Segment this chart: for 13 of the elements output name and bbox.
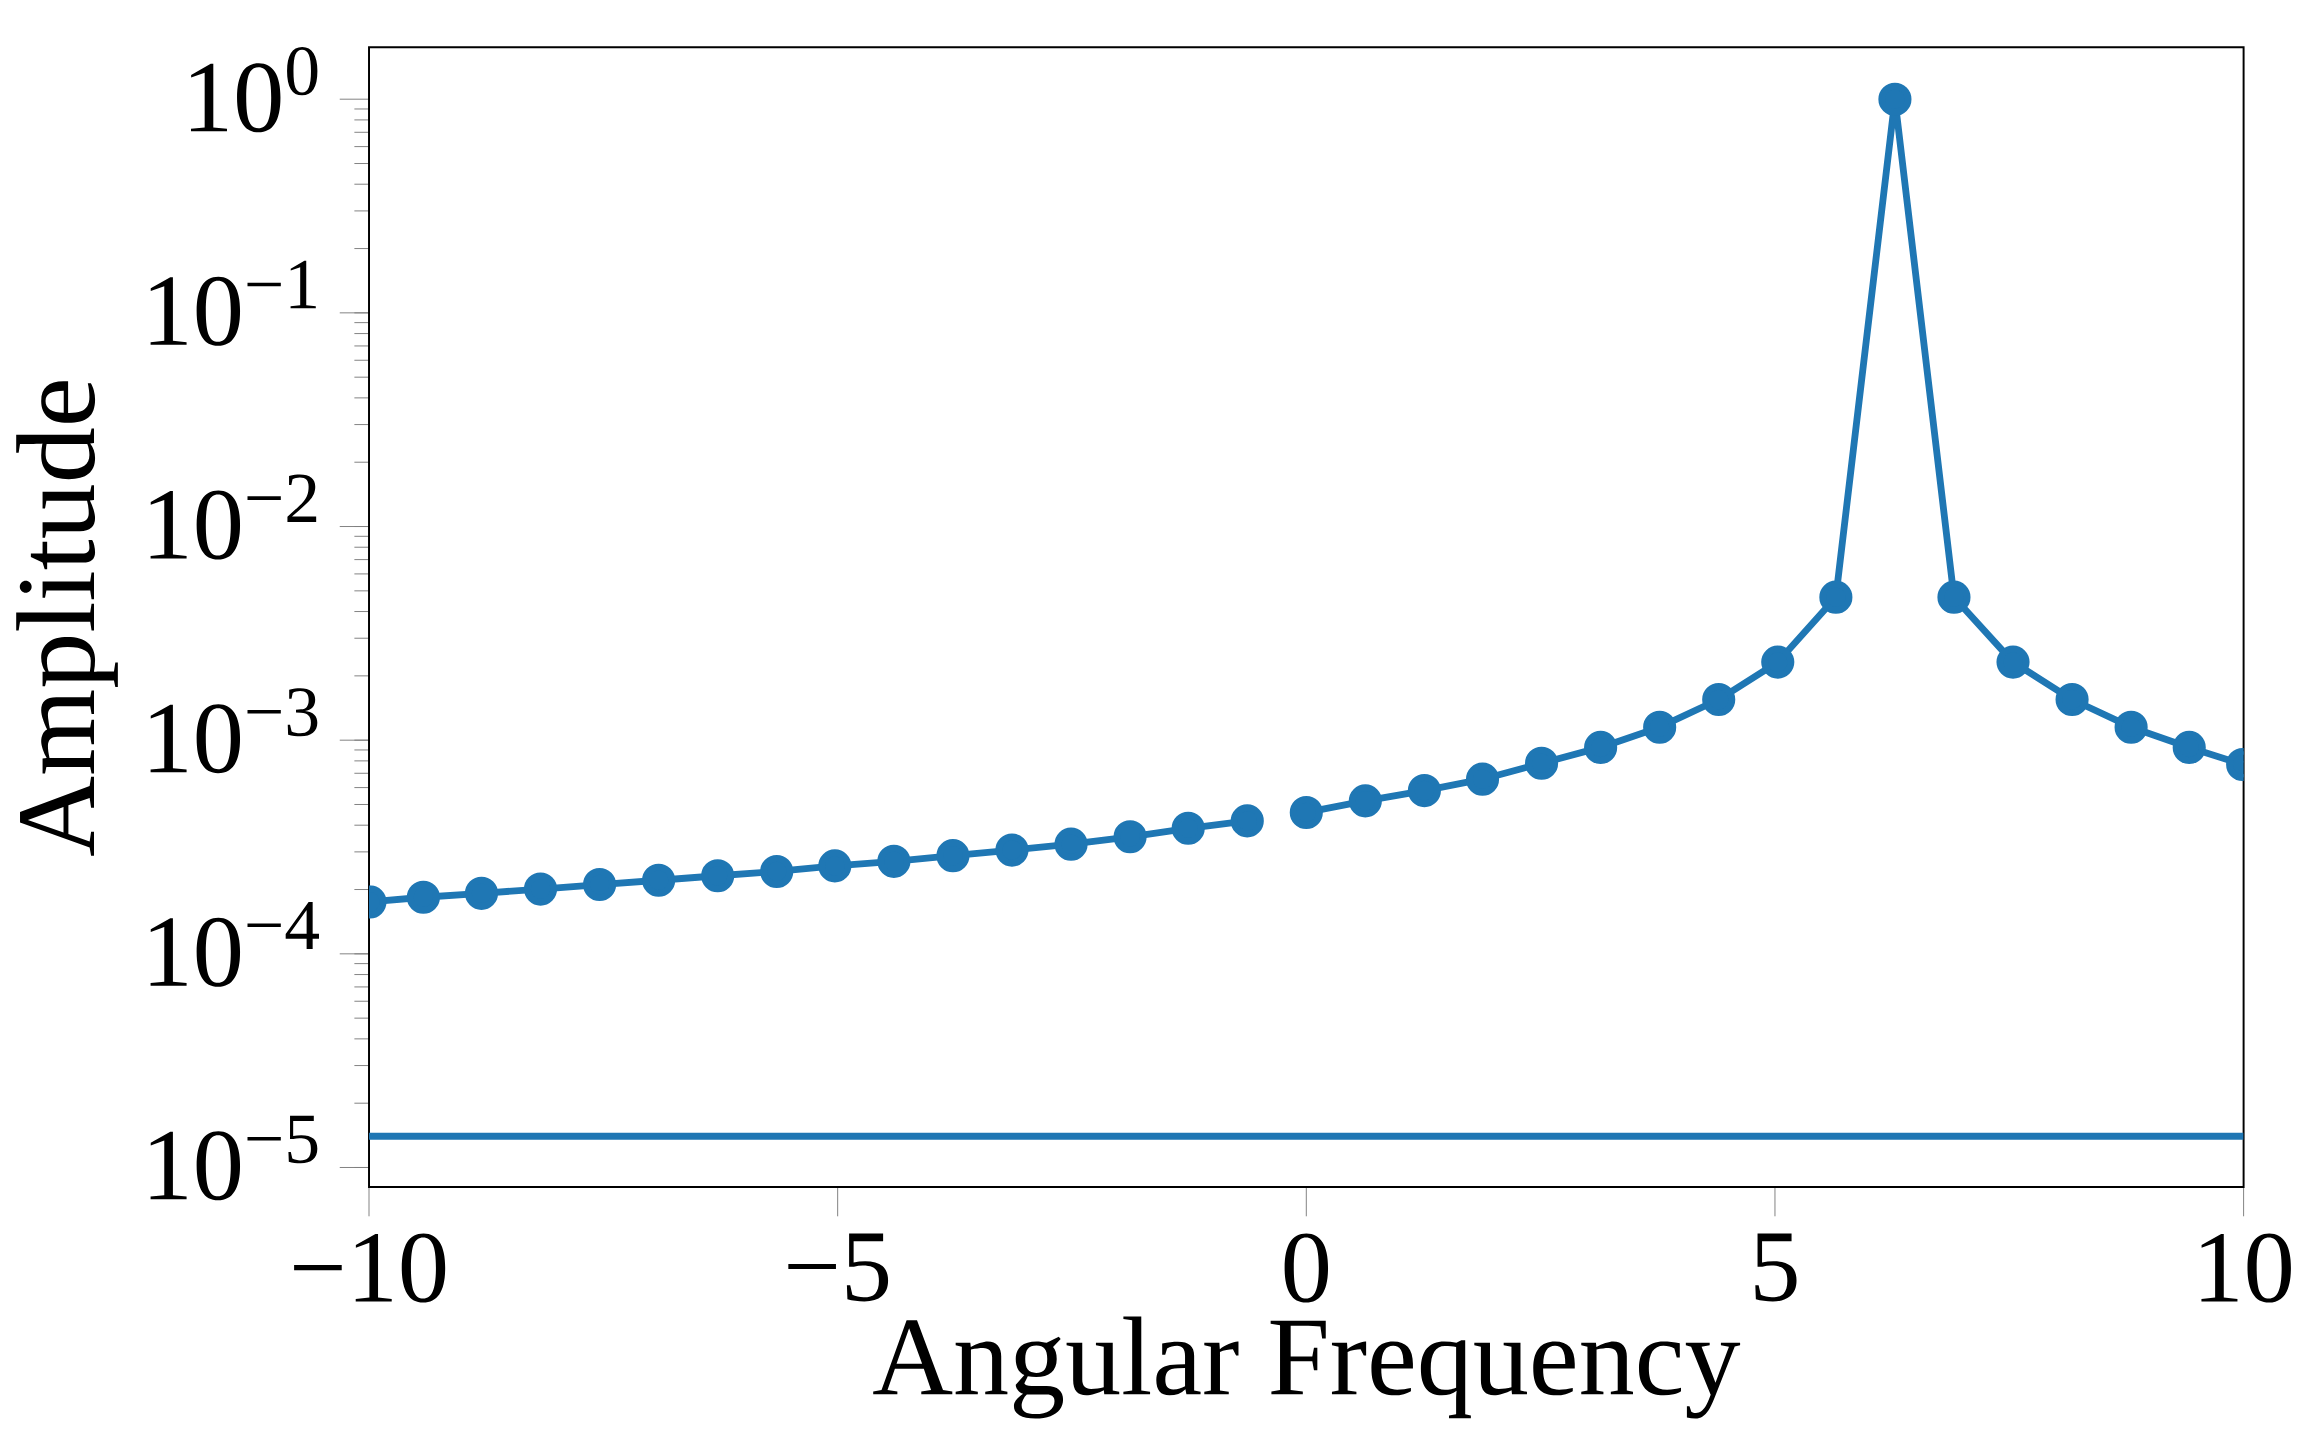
y-tick-label: 10$^{−2}$ — [150, 474, 317, 560]
x-tick-label: −5 — [788, 1233, 889, 1302]
y-tick-label: 10$^{−3}$ — [150, 688, 318, 774]
y-tick-label: 10$^{−5}$ — [150, 1115, 318, 1201]
y-tick-label: 10$^{0}$ — [190, 47, 318, 133]
x-tick-label: 0 — [1284, 1233, 1329, 1303]
y-tick-label: 10$^{−4}$ — [150, 902, 319, 987]
x-tick-label: 5 — [1755, 1233, 1797, 1302]
x-tick-label: −10 — [294, 1233, 446, 1303]
y-axis-title: Amplitude — [16, 381, 118, 856]
y-tick-label: 10$^{−1}$ — [150, 261, 316, 346]
x-axis-title: Angular Frequency — [873, 1316, 1741, 1419]
x-tick-label: 10 — [2201, 1233, 2291, 1303]
